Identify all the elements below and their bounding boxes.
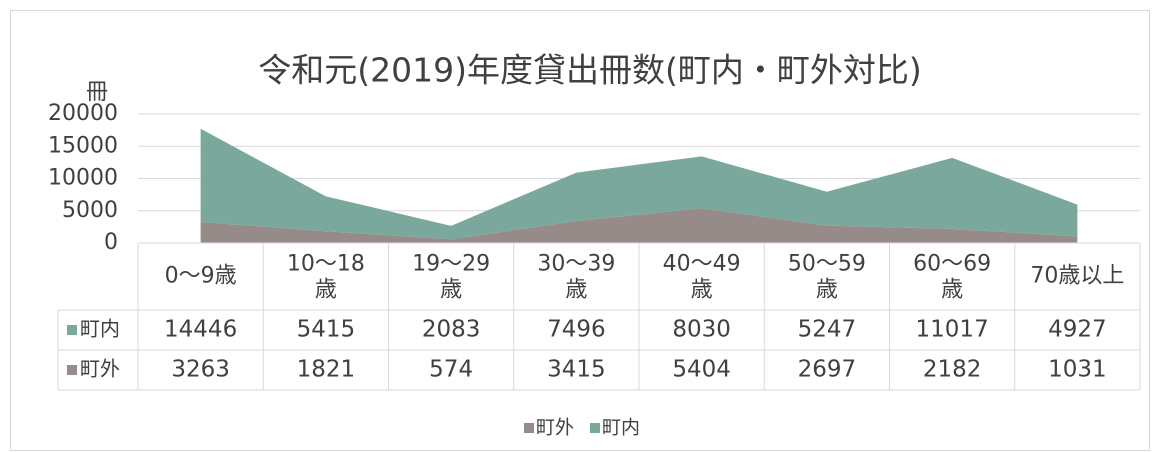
table-row-label: 町外 bbox=[80, 357, 120, 381]
table-cell: 5247 bbox=[798, 317, 857, 343]
table-cell: 11017 bbox=[916, 317, 989, 343]
y-tick-label: 0 bbox=[104, 230, 118, 255]
x-tick-label: 70歳以上 bbox=[1030, 264, 1124, 289]
y-tick-label: 15000 bbox=[48, 133, 118, 158]
table-row-label: 町内 bbox=[80, 317, 120, 341]
x-tick-label: 50～59 歳 bbox=[788, 252, 866, 303]
y-tick-label: 5000 bbox=[62, 198, 118, 223]
table-legend-key bbox=[67, 365, 77, 375]
legend-label: 町外 bbox=[536, 417, 574, 439]
table-cell: 3415 bbox=[547, 357, 606, 383]
table-cell: 5415 bbox=[297, 317, 356, 343]
y-tick-label: 10000 bbox=[48, 166, 118, 191]
x-tick-label: 30～39 歳 bbox=[537, 252, 615, 303]
table-cell: 2083 bbox=[422, 317, 481, 343]
table-cell: 7496 bbox=[547, 317, 606, 343]
y-tick-label: 20000 bbox=[48, 101, 118, 126]
x-tick-label: 19～29 歳 bbox=[412, 252, 490, 303]
area bbox=[200, 128, 1078, 240]
table-cell: 3263 bbox=[171, 357, 230, 383]
area bbox=[200, 208, 1078, 243]
x-tick-label: 10～18 歳 bbox=[287, 252, 365, 303]
table-cell: 2182 bbox=[923, 357, 982, 383]
legend-key bbox=[590, 423, 601, 433]
x-tick-label: 60～69 歳 bbox=[913, 252, 991, 303]
table-cell: 2697 bbox=[798, 357, 857, 383]
table-legend-key bbox=[67, 325, 77, 335]
table-cell: 8030 bbox=[672, 317, 731, 343]
table-cell: 1031 bbox=[1048, 357, 1107, 383]
table-cell: 5404 bbox=[672, 357, 731, 383]
y-axis-label: 冊 bbox=[86, 80, 108, 105]
table-cell: 4927 bbox=[1048, 317, 1107, 343]
legend-key bbox=[524, 423, 534, 433]
legend-label: 町内 bbox=[602, 417, 640, 439]
table-cell: 14446 bbox=[164, 317, 237, 343]
table-cell: 1821 bbox=[297, 357, 356, 383]
x-tick-label: 0～9歳 bbox=[165, 264, 237, 289]
x-tick-label: 40～49 歳 bbox=[663, 252, 741, 303]
chart-title: 令和元(2019)年度貸出冊数(町内・町外対比) bbox=[258, 51, 921, 90]
table-cell: 574 bbox=[429, 357, 473, 383]
